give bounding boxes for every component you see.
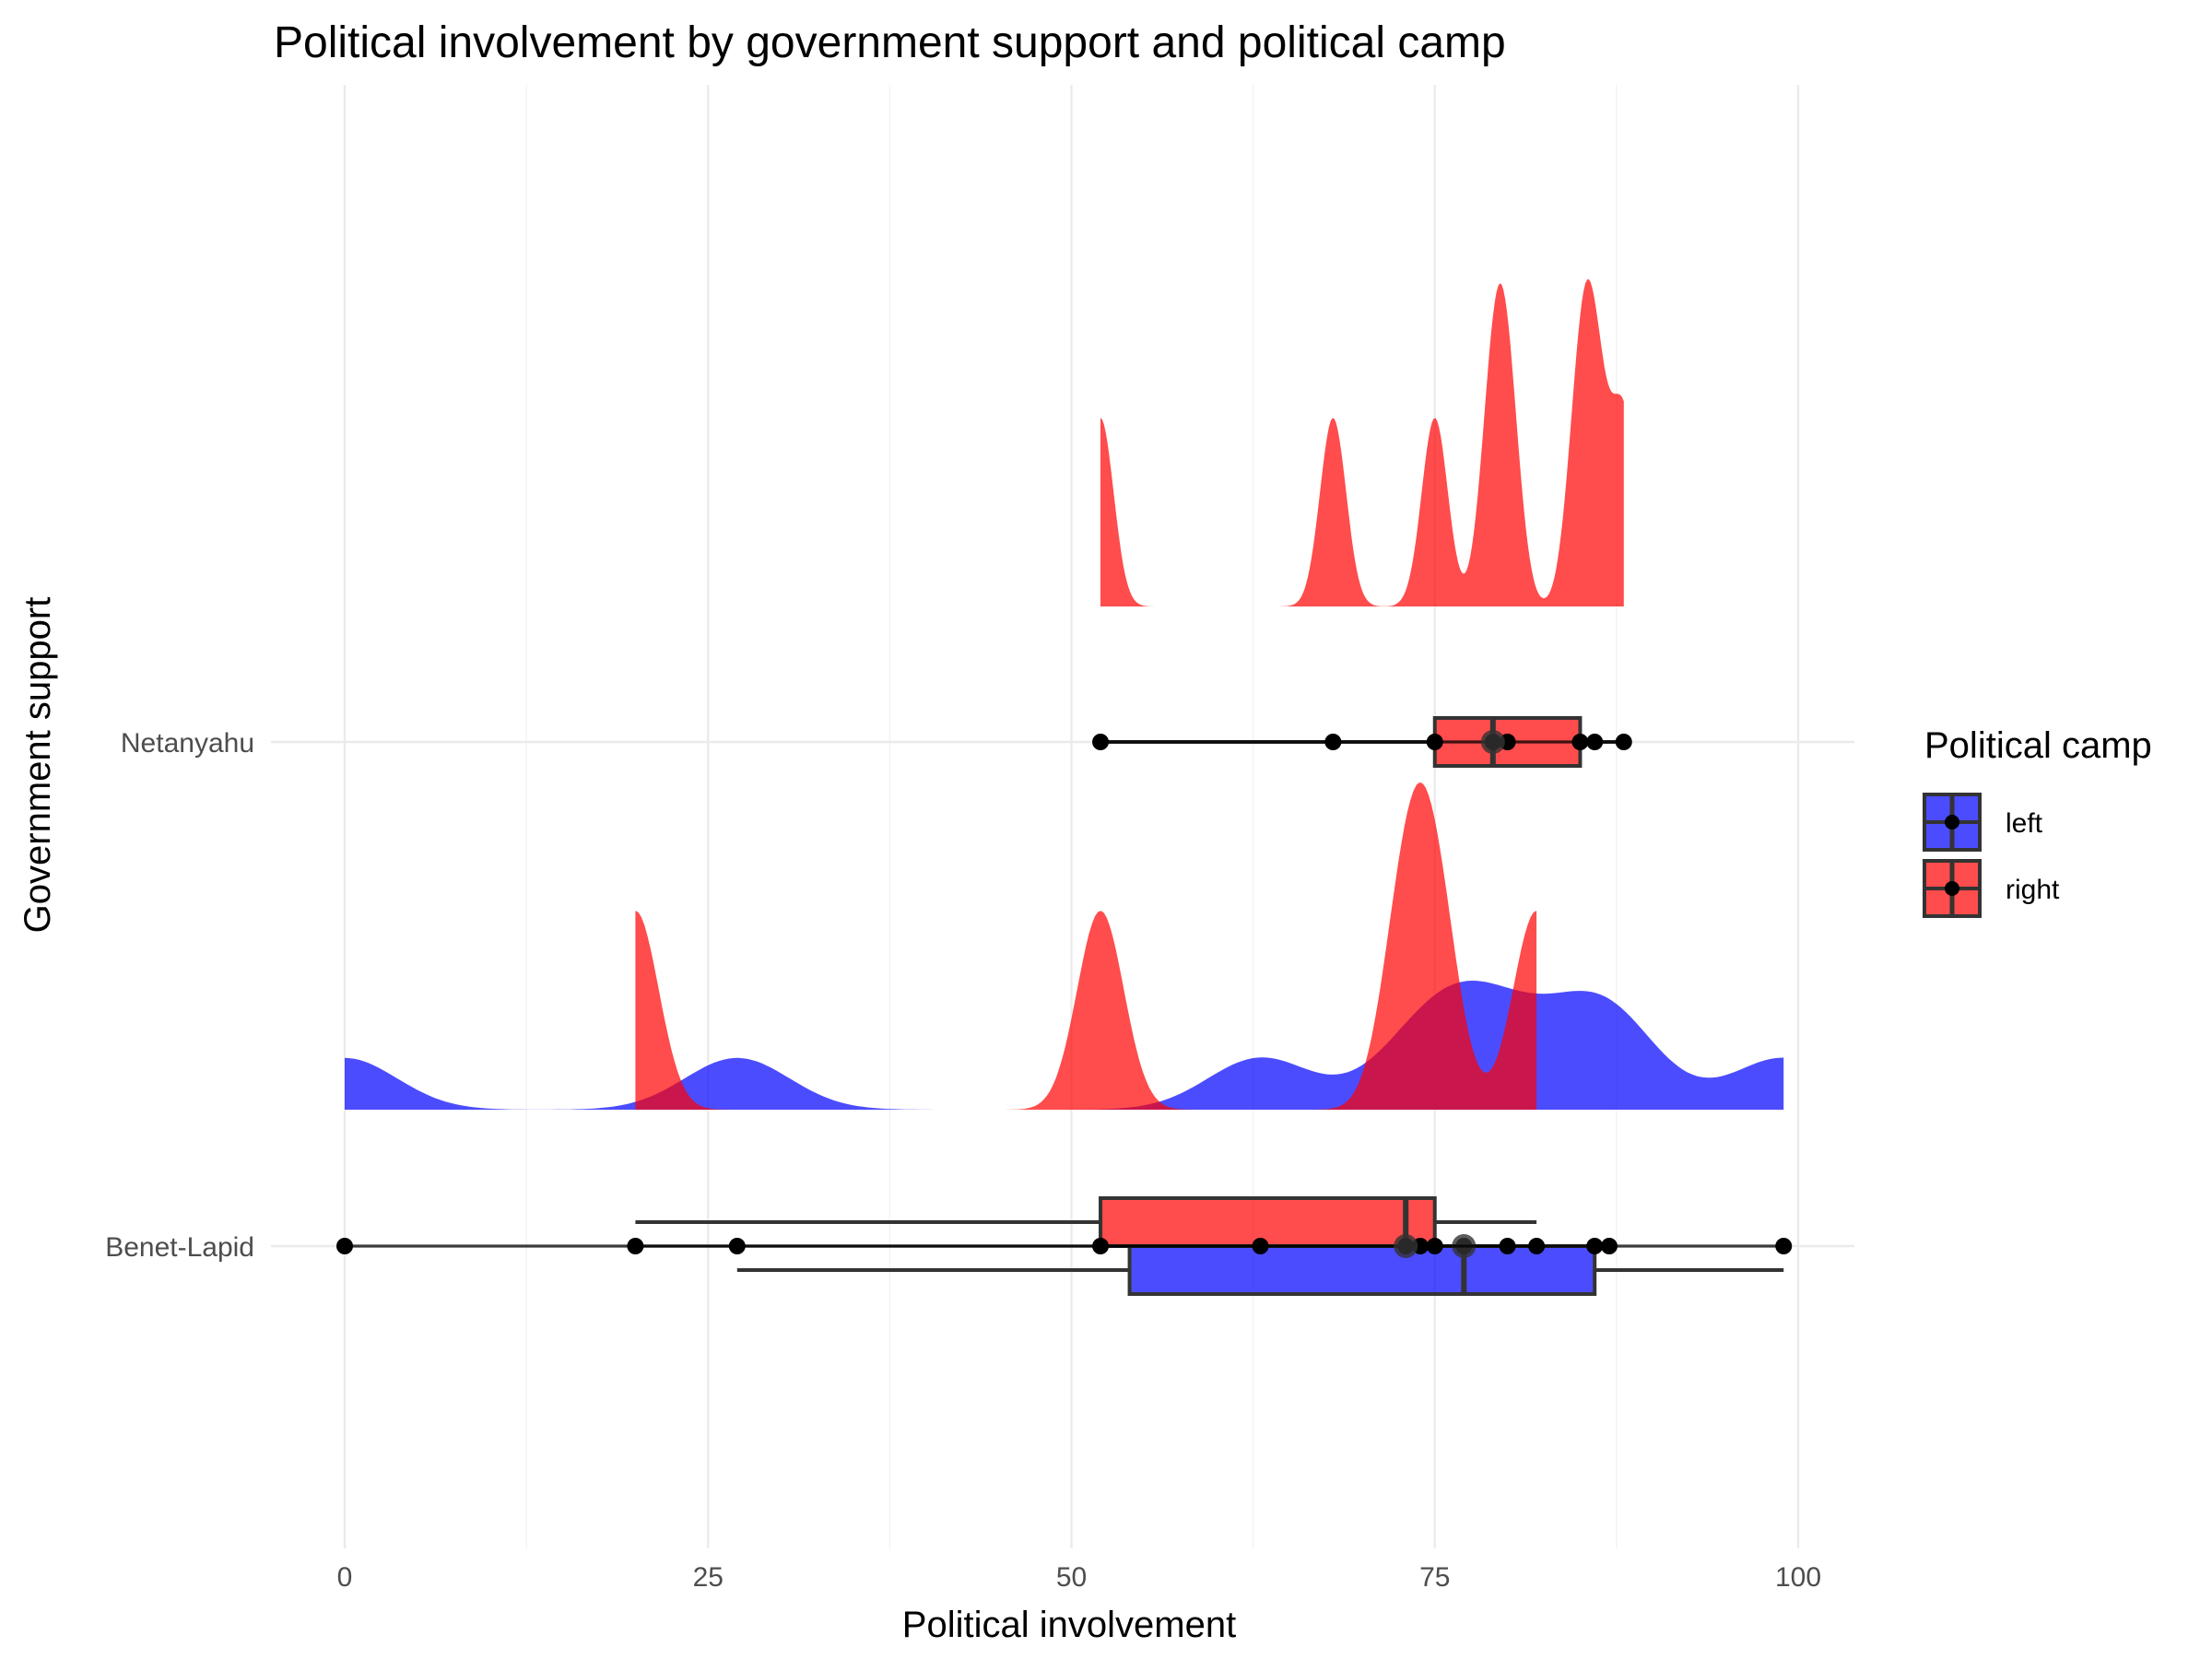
density-clouds (345, 279, 1784, 1110)
boxplot-right-benet-lapid (635, 1196, 1537, 1248)
x-tick-label: 100 (1775, 1562, 1821, 1593)
legend-label-right: right (2006, 875, 2060, 905)
legend-key-left (1923, 793, 1982, 852)
density-cloud-right-netanyahu (1100, 279, 1624, 606)
y-tick-label: Netanyahu (121, 728, 254, 759)
x-tick-label: 50 (1056, 1562, 1087, 1593)
legend-key-point (1945, 815, 1959, 830)
legend-title: Political camp (1924, 725, 2152, 766)
boxplot-left-benet-lapid (736, 1244, 1784, 1296)
y-tick-label: Benet-Lapid (105, 1232, 254, 1263)
mean-point (1480, 730, 1505, 754)
x-axis-title: Political involvement (902, 1605, 1236, 1645)
data-points (336, 730, 1793, 1258)
x-axis-ticks: 0 25 50 75 100 (337, 1562, 1821, 1593)
x-tick-label: 0 (337, 1562, 353, 1593)
legend: Political camp left right (1923, 725, 2152, 918)
box (1099, 1196, 1437, 1248)
grid (271, 85, 1854, 1548)
x-tick-label: 25 (693, 1562, 724, 1593)
legend-label-left: left (2006, 808, 2043, 839)
box (1127, 1244, 1597, 1296)
y-axis-ticks: Benet-Lapid Netanyahu (105, 728, 254, 1263)
mean-point (1394, 1234, 1418, 1258)
legend-key-right (1923, 859, 1982, 918)
chart-title: Political involvement by government supp… (274, 18, 1506, 67)
y-axis-title: Government support (18, 597, 58, 934)
boxplots (635, 716, 1784, 1296)
legend-key-point (1945, 881, 1959, 896)
density-cloud-right-benet-lapid (635, 782, 1537, 1110)
x-tick-label: 75 (1419, 1562, 1450, 1593)
